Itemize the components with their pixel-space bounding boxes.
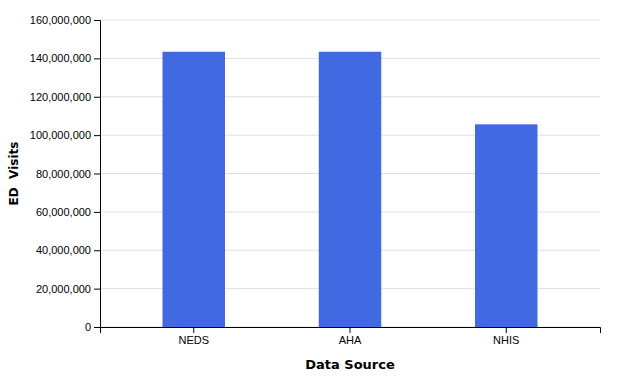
y-tick: 0 [85, 321, 100, 333]
y-tick-label: 0 [85, 321, 91, 333]
x-axis-line [101, 328, 601, 334]
y-tick: 80,000,000 [36, 168, 100, 180]
y-tick-mark [94, 212, 100, 213]
y-tick-mark [94, 97, 100, 98]
x-axis-title: Data Source [305, 357, 395, 372]
y-tick-label: 80,000,000 [36, 168, 91, 180]
y-tick-mark [94, 20, 100, 21]
y-tick-mark [94, 58, 100, 59]
y-tick-mark [94, 174, 100, 175]
grid [100, 20, 600, 327]
bars [163, 52, 538, 327]
y-tick-label: 40,000,000 [36, 244, 91, 256]
y-tick-label: 20,000,000 [36, 283, 91, 295]
y-axis-title: ED Visits [7, 142, 21, 206]
y-tick-label: 60,000,000 [36, 206, 91, 218]
y-tick-mark [94, 135, 100, 136]
bar [163, 52, 226, 327]
bar [319, 52, 382, 327]
bar [475, 124, 538, 327]
x-tick: NHIS [493, 327, 519, 346]
grid-line [100, 20, 600, 21]
x-tick-mark [193, 327, 194, 333]
plot: 0 20,000,000 40,000,000 60,000,000 80,000,00… [30, 14, 601, 346]
x-tick-label: NHIS [493, 334, 519, 346]
y-axis: 0 20,000,000 40,000,000 60,000,000 80,000,00… [30, 14, 101, 333]
y-tick-label: 100,000,000 [30, 129, 91, 141]
y-tick-label: 160,000,000 [30, 14, 91, 26]
x-tick-label: NEDS [178, 334, 209, 346]
y-axis-line [94, 21, 101, 328]
chart: 0 20,000,000 40,000,000 60,000,000 80,000,00… [0, 0, 624, 383]
y-tick-label: 140,000,000 [30, 52, 91, 64]
y-tick: 40,000,000 [36, 244, 100, 256]
y-tick: 120,000,000 [30, 91, 100, 103]
x-axis: NEDS AHA NHIS [101, 327, 601, 346]
y-tick: 20,000,000 [36, 283, 100, 295]
y-tick-label: 120,000,000 [30, 91, 91, 103]
x-tick-mark [506, 327, 507, 333]
x-tick: AHA [339, 327, 362, 346]
x-tick: NEDS [178, 327, 209, 346]
y-tick: 60,000,000 [36, 206, 100, 218]
x-tick-mark [350, 327, 351, 333]
y-tick-mark [94, 327, 100, 328]
y-tick-mark [94, 250, 100, 251]
y-tick: 140,000,000 [30, 52, 100, 64]
y-tick: 100,000,000 [30, 129, 100, 141]
y-tick-mark [94, 289, 100, 290]
y-tick: 160,000,000 [30, 14, 100, 26]
x-tick-label: AHA [339, 334, 362, 346]
